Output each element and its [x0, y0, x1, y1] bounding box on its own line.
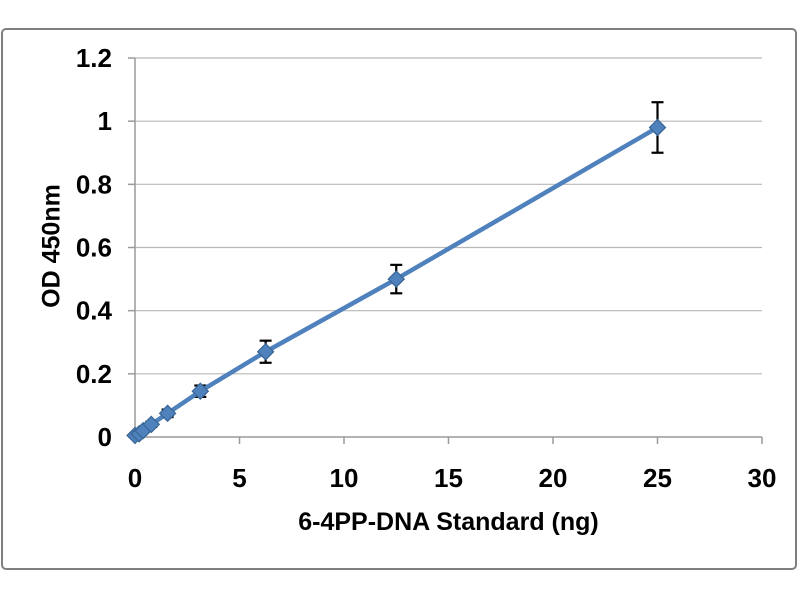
y-axis-title: OD 450nm	[37, 184, 66, 308]
y-tick-label: 0.2	[76, 359, 112, 389]
x-tick-label: 20	[539, 463, 568, 493]
x-tick-label: 25	[643, 463, 672, 493]
y-tick-label: 1	[98, 106, 112, 136]
x-axis-title: 6-4PP-DNA Standard (ng)	[298, 508, 599, 536]
y-tick-label: 0	[98, 422, 112, 452]
data-point-marker	[142, 415, 161, 434]
y-tick-label: 0.8	[76, 169, 112, 199]
x-tick-label: 30	[748, 463, 777, 493]
x-tick-label: 10	[330, 463, 359, 493]
y-tick-label: 0.4	[76, 296, 113, 326]
data-point-marker	[648, 118, 667, 137]
data-point-marker	[191, 382, 210, 401]
x-tick-label: 15	[434, 463, 463, 493]
chart-frame	[1, 28, 797, 570]
y-tick-label: 0.6	[76, 233, 112, 263]
x-tick-label: 5	[232, 463, 246, 493]
data-point-marker	[158, 404, 177, 423]
x-tick-label: 0	[128, 463, 142, 493]
data-point-marker	[387, 270, 406, 288]
data-point-marker	[256, 342, 275, 361]
y-tick-label: 1.2	[76, 43, 112, 73]
